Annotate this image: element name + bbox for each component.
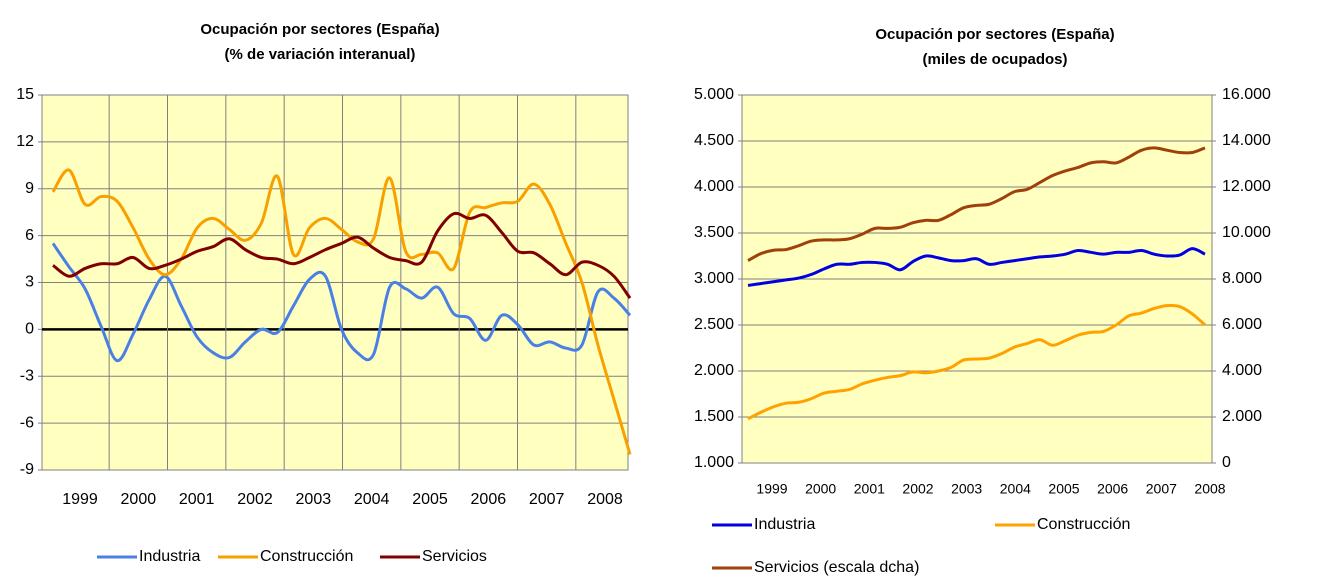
legend-label: Construcción xyxy=(260,548,353,565)
series-line xyxy=(52,211,632,300)
y-tick-label: 12 xyxy=(16,133,34,150)
x-tick-label: 2003 xyxy=(296,491,332,508)
series-line xyxy=(51,242,632,363)
y2-tick-label: 8.000 xyxy=(1222,270,1262,287)
y-tick-label: 15 xyxy=(16,86,34,103)
chart-title: Ocupación por sectores (España) xyxy=(200,21,439,38)
x-tick-label: 2001 xyxy=(854,481,885,497)
x-tick-label: 2002 xyxy=(237,491,273,508)
y2-tick-label: 16.000 xyxy=(1222,86,1271,103)
y2-tick-label: 10.000 xyxy=(1222,224,1271,241)
x-tick-label: 2006 xyxy=(1097,481,1128,497)
legend-label: Industria xyxy=(139,548,200,565)
x-tick-label: 1999 xyxy=(62,491,98,508)
legend-label: Industria xyxy=(754,516,815,533)
x-tick-label: 2004 xyxy=(1000,481,1031,497)
y-tick-label: 3.500 xyxy=(694,224,734,241)
y-tick-label: 5.000 xyxy=(694,86,734,103)
series-line xyxy=(747,303,1206,421)
y-tick-label: 4.500 xyxy=(694,132,734,149)
series-line xyxy=(747,247,1206,287)
y2-tick-label: 0 xyxy=(1222,454,1231,471)
x-tick-label: 2006 xyxy=(471,491,507,508)
x-tick-label: 2001 xyxy=(179,491,215,508)
x-tick-label: 2005 xyxy=(1048,481,1079,497)
y-tick-label: 2.500 xyxy=(694,316,734,333)
y2-tick-label: 14.000 xyxy=(1222,132,1271,149)
y-tick-label: -6 xyxy=(20,414,34,431)
y2-tick-label: 12.000 xyxy=(1222,178,1271,195)
x-tick-label: 2008 xyxy=(1194,481,1225,497)
y-tick-label: -9 xyxy=(20,461,34,478)
y-tick-label: 1.500 xyxy=(694,408,734,425)
y2-tick-label: 6.000 xyxy=(1222,316,1262,333)
y-tick-label: 3.000 xyxy=(694,270,734,287)
y-tick-label: 4.000 xyxy=(694,178,734,195)
y-tick-label: 6 xyxy=(25,227,34,244)
y-tick-label: 3 xyxy=(25,274,34,291)
x-tick-label: 2000 xyxy=(805,481,836,497)
legend-label: Construcción xyxy=(1037,516,1130,533)
y-tick-label: -3 xyxy=(20,367,34,384)
series-line xyxy=(747,146,1206,262)
legend-label: Servicios xyxy=(422,548,487,565)
y2-tick-label: 2.000 xyxy=(1222,408,1262,425)
x-tick-label: 1999 xyxy=(756,481,787,497)
y-tick-label: 9 xyxy=(25,180,34,197)
x-tick-label: 2007 xyxy=(529,491,565,508)
chart-subtitle: (miles de ocupados) xyxy=(922,51,1067,68)
series-line xyxy=(51,168,632,455)
legend-label: Servicios (escala dcha) xyxy=(754,559,919,576)
x-tick-label: 2007 xyxy=(1146,481,1177,497)
y-tick-label: 2.000 xyxy=(694,362,734,379)
chart-title: Ocupación por sectores (España) xyxy=(875,26,1114,43)
x-tick-label: 2004 xyxy=(354,491,390,508)
y2-tick-label: 4.000 xyxy=(1222,362,1262,379)
x-tick-label: 2002 xyxy=(902,481,933,497)
x-tick-label: 2005 xyxy=(412,491,448,508)
x-tick-label: 2000 xyxy=(121,491,157,508)
chart-subtitle: (% de variación interanual) xyxy=(225,46,416,63)
y-tick-label: 1.000 xyxy=(694,454,734,471)
x-tick-label: 2003 xyxy=(951,481,982,497)
x-tick-label: 2008 xyxy=(587,491,623,508)
y-tick-label: 0 xyxy=(25,321,34,338)
